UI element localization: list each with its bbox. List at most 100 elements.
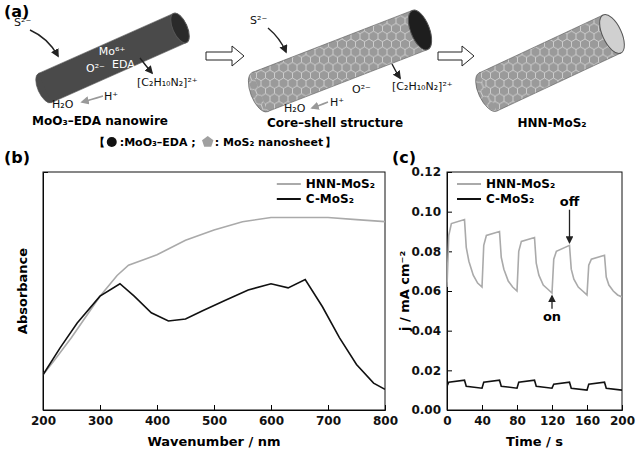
x-tick: 400 — [145, 405, 170, 428]
y-tick-mark — [447, 331, 452, 332]
x-axis-title: Time / s — [506, 434, 563, 449]
x-tick-mark — [271, 405, 272, 410]
x-tick-mark — [214, 405, 215, 410]
ion-label: [C₂H₁₀N₂]²⁺ — [392, 80, 453, 93]
x-tick-label: 500 — [202, 414, 227, 428]
x-tick: 500 — [202, 405, 227, 428]
y-tick-label: 0.04 — [411, 324, 441, 338]
ion-label: Mo⁶⁺ — [99, 45, 126, 58]
x-tick-label: 200 — [610, 414, 635, 428]
y-tick-label: 0.10 — [411, 205, 441, 219]
tube-body — [252, 10, 427, 111]
y-tick: 0.10 — [411, 205, 452, 219]
y-tick-mark — [447, 370, 452, 371]
x-tick-label: 0 — [443, 414, 451, 428]
series-line — [43, 280, 385, 390]
legend: HNN-MoS₂C-MoS₂ — [277, 177, 375, 206]
y-tick-mark — [447, 291, 452, 292]
x-tick-mark — [517, 405, 518, 410]
y-axis-line — [448, 173, 453, 411]
x-tick: 300 — [88, 405, 113, 428]
tube-body — [39, 13, 187, 102]
y-tick-label: 0.02 — [411, 364, 441, 378]
diagram-legend: 【 :MoO₃–EDA ; : MoS₂ nanosheet】 — [94, 136, 336, 149]
legend-text: :MoO₃–EDA ; — [120, 136, 196, 149]
y-tick: 0.02 — [411, 364, 452, 378]
core-shell-tube — [244, 7, 437, 115]
ion-label: [C₂H₁₀N₂]²⁺ — [137, 76, 198, 89]
legend-swatch — [457, 183, 481, 185]
legend-swatch — [277, 183, 301, 185]
diagram-panel: (a)S²⁻Mo⁶⁺O²⁻EDA[C₂H₁₀N₂]²⁺H⁺H₂OMoO₃–EDA… — [4, 2, 629, 149]
annotation: on — [543, 309, 561, 324]
y-tick: 0.12 — [411, 165, 452, 179]
legend-item: C-MoS₂ — [457, 192, 534, 206]
legend-swatch — [457, 198, 481, 200]
x-tick-label: 800 — [373, 414, 398, 428]
reaction-arrow — [312, 102, 328, 108]
legend-symbol — [202, 136, 213, 147]
y-tick: 0.06 — [411, 284, 452, 298]
x-tick-mark — [587, 405, 588, 410]
ion-label: EDA — [112, 58, 135, 71]
y-axis — [44, 173, 49, 411]
x-tick-mark — [100, 405, 101, 410]
x-tick-label: 120 — [540, 414, 565, 428]
x-tick-label: 200 — [31, 414, 56, 428]
ion-label: H⁺ — [330, 96, 344, 109]
x-tick: 120 — [540, 405, 565, 428]
y-tick-mark — [447, 212, 452, 213]
series-line — [447, 220, 622, 297]
x-tick-label: 600 — [259, 414, 284, 428]
panel-label: (c) — [392, 148, 416, 167]
x-tick: 80 — [509, 405, 526, 428]
tube-edge — [252, 10, 412, 72]
legend-text: C-MoS₂ — [486, 192, 534, 206]
y-tick-label: 0.00 — [411, 403, 441, 417]
x-tick-label: 300 — [88, 414, 113, 428]
tube-end — [404, 7, 437, 53]
x-tick-mark — [552, 405, 553, 410]
y-axis: 0.000.020.040.060.080.100.12 — [411, 165, 452, 417]
chart-panel: (b)200300400500600700800Wavenumber / nmA… — [4, 148, 398, 449]
plot-frame — [43, 172, 385, 410]
legend-text: : MoS₂ nanosheet — [215, 136, 324, 149]
nanowire — [32, 10, 193, 105]
ion-label: O²⁻ — [86, 62, 105, 75]
stage-caption: HNN-MoS₂ — [517, 116, 586, 130]
x-axis: 200 300 400 500 600 700 800 — [31, 405, 398, 428]
legend-text: HNN-MoS₂ — [306, 177, 375, 191]
x-axis: 0 40 80 120 160 200 — [443, 405, 635, 428]
x-tick-mark — [157, 405, 158, 410]
x-tick-label: 40 — [474, 414, 491, 428]
ion-label: H₂O — [284, 102, 306, 115]
legend-item: HNN-MoS₂ — [277, 177, 375, 191]
x-tick-label: 700 — [316, 414, 341, 428]
legend-text: HNN-MoS₂ — [486, 177, 555, 191]
panel-label: (b) — [4, 148, 30, 167]
stage-caption: MoO₃–EDA nanowire — [32, 114, 168, 128]
x-tick-label: 80 — [509, 414, 526, 428]
process-arrow — [438, 46, 474, 66]
legend: HNN-MoS₂C-MoS₂ — [457, 177, 555, 206]
y-axis-line — [44, 173, 49, 411]
ion-label: O²⁻ — [352, 83, 371, 96]
series-line — [43, 218, 385, 375]
ion-label: S²⁻ — [250, 14, 267, 27]
legend-bracket: 】 — [325, 136, 336, 149]
legend-bracket: 【 — [94, 136, 105, 149]
legend-item: C-MoS₂ — [277, 192, 354, 206]
y-axis-title: j / mA cm⁻² — [397, 251, 412, 332]
y-tick-label: 0.12 — [411, 165, 441, 179]
reaction-arrow — [392, 64, 400, 78]
tube-edge — [39, 13, 174, 73]
y-tick: 0.04 — [411, 324, 452, 338]
x-tick-label: 160 — [575, 414, 600, 428]
reaction-arrow — [140, 58, 152, 73]
legend-swatch — [277, 198, 301, 200]
y-tick-label: 0.06 — [411, 284, 441, 298]
tube-edge — [497, 53, 621, 111]
reaction-arrow — [268, 28, 286, 52]
tube-body — [479, 15, 621, 111]
y-axis-title: Absorbance — [15, 248, 30, 334]
